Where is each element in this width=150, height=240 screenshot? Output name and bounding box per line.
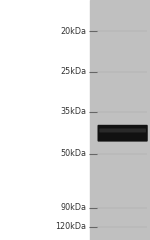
Text: 50kDa: 50kDa <box>60 149 86 158</box>
FancyBboxPatch shape <box>98 125 148 142</box>
Bar <box>90 0 150 240</box>
Text: 35kDa: 35kDa <box>60 107 86 116</box>
Text: 90kDa: 90kDa <box>60 203 86 212</box>
FancyBboxPatch shape <box>99 128 146 132</box>
Text: 120kDa: 120kDa <box>55 222 86 231</box>
Text: 20kDa: 20kDa <box>60 27 86 36</box>
Text: 25kDa: 25kDa <box>60 67 86 77</box>
